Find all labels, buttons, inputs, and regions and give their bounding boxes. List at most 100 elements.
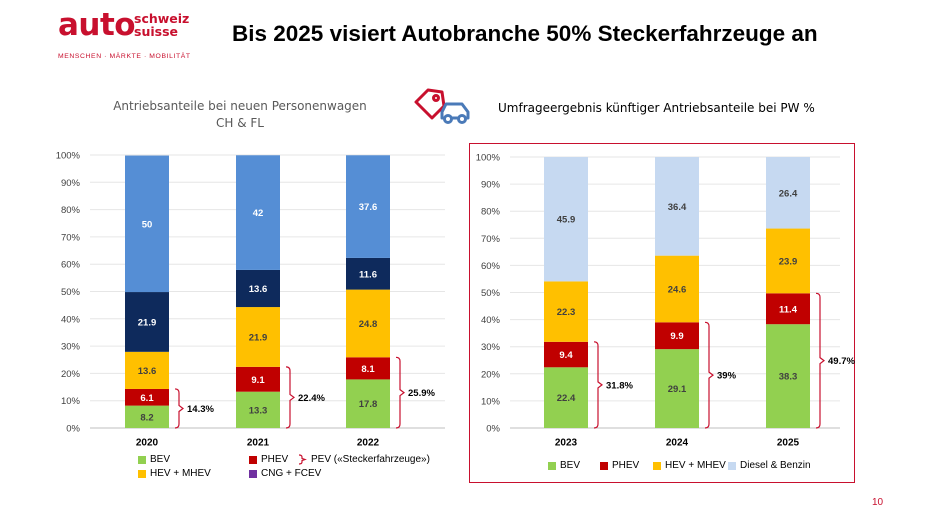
right-legend-swatch [548,461,556,470]
right-chart-frame [469,143,855,483]
right-pev-total-label: 49.7% [828,356,855,367]
left-data-label: 37.6 [359,202,378,213]
right-data-label: 26.4 [779,188,798,199]
right-legend-label: HEV + MHEV [665,460,726,471]
left-legend-item: PEV («Steckerfahrzeuge») [298,454,430,465]
left-data-label: 13.6 [138,366,157,377]
right-y-tick-label: 60% [481,261,501,272]
right-bar-segment [544,367,588,428]
left-chart-title-line2: CH & FL [216,116,264,130]
left-bar-segment [236,155,280,270]
left-bar-segment [236,391,280,428]
left-pev-total-label: 22.4% [298,393,325,404]
left-y-tick-label: 0% [66,424,80,435]
left-legend-swatch [249,469,257,478]
right-legend-label: BEV [560,460,581,471]
logo-suisse-text: suisse [134,24,178,39]
right-y-tick-label: 90% [481,180,501,191]
left-chart-title-line1: Antriebsanteile bei neuen Personenwagen [113,99,367,113]
left-bar-segment [346,155,390,258]
right-data-label: 23.9 [779,256,798,267]
right-y-tick-label: 40% [481,315,501,326]
right-bar-segment [544,157,588,282]
right-chart-title: Umfrageergebnis künftiger Antriebsanteil… [498,101,815,115]
left-y-tick-label: 90% [61,178,81,189]
page-title: Bis 2025 visiert Autobranche 50% Stecker… [232,21,818,46]
left-pev-bracket [174,388,184,429]
left-y-tick-label: 20% [61,369,81,380]
right-data-label: 22.3 [557,307,576,318]
right-pev-bracket [593,341,603,429]
left-bar-segment [346,379,390,428]
left-bar-segment [346,257,390,290]
left-pev-total-label: 14.3% [187,404,214,415]
left-data-label: 13.6 [249,284,268,295]
right-legend-item: PHEV [600,460,639,471]
right-legend-item: BEV [548,460,580,471]
left-y-tick-label: 50% [61,287,81,298]
left-legend-swatch [249,455,257,464]
right-y-tick-label: 100% [476,153,501,164]
left-legend-label: CNG + FCEV [261,468,322,479]
right-bar-segment [766,228,810,294]
right-y-tick-label: 70% [481,234,501,245]
left-x-tick-label: 2021 [247,438,270,449]
left-bar-segment [125,155,169,293]
left-data-label: 17.8 [359,399,378,410]
left-legend-swatch [138,455,146,464]
left-data-label: 9.1 [251,375,265,386]
left-x-tick-label: 2022 [357,438,380,449]
left-data-label: 21.9 [138,317,157,328]
right-pev-total-label: 31.8% [606,380,633,391]
left-pev-total-label: 25.9% [408,388,435,399]
right-legend-label: Diesel & Benzin [740,460,811,471]
right-legend-label: PHEV [612,460,640,471]
left-legend-label: HEV + MHEV [150,468,211,479]
right-legend-item: Diesel & Benzin [728,460,811,471]
right-legend-swatch [653,461,661,470]
right-data-label: 36.4 [668,202,687,213]
right-pev-total-label: 39% [717,371,737,382]
left-pev-bracket [285,366,295,429]
left-bar-segment [236,307,280,367]
left-y-tick-label: 40% [61,314,81,325]
right-y-tick-label: 10% [481,396,501,407]
left-y-tick-label: 30% [61,342,81,353]
left-data-label: 50 [142,219,153,230]
right-legend-swatch [728,461,736,470]
left-y-tick-label: 60% [61,260,81,271]
left-data-label: 21.9 [249,332,268,343]
left-y-tick-label: 10% [61,396,81,407]
right-y-tick-label: 30% [481,342,501,353]
tag-car-icon [414,88,470,124]
right-bar-segment [655,157,699,256]
left-bar-segment [236,269,280,308]
left-x-tick-label: 2020 [136,438,159,449]
right-data-label: 11.4 [779,304,798,315]
right-x-tick-label: 2023 [555,438,578,449]
right-bar-segment [655,255,699,323]
left-bar-segment [346,289,390,358]
left-data-label: 13.3 [249,405,268,416]
left-bar-segment [125,351,169,389]
left-data-label: 8.1 [361,364,375,375]
right-legend-item: HEV + MHEV [653,460,726,471]
right-data-label: 22.4 [557,393,576,404]
left-bar-segment [125,405,169,428]
left-data-label: 11.6 [359,269,377,280]
right-data-label: 9.4 [559,350,573,361]
right-bar-segment [544,281,588,342]
left-bar-segment [125,292,169,352]
page-number: 10 [872,497,884,508]
left-chart-title: Antriebsanteile bei neuen Personenwagen … [90,98,390,132]
right-bar-segment [655,349,699,428]
left-legend-swatch [138,469,146,478]
right-data-label: 24.6 [668,284,687,295]
right-pev-bracket [704,321,714,429]
left-legend-label: PHEV [261,454,289,465]
right-data-label: 9.9 [670,331,683,342]
right-y-tick-label: 20% [481,369,501,380]
right-x-tick-label: 2024 [666,438,689,449]
left-legend-item: CNG + FCEV [249,468,321,479]
